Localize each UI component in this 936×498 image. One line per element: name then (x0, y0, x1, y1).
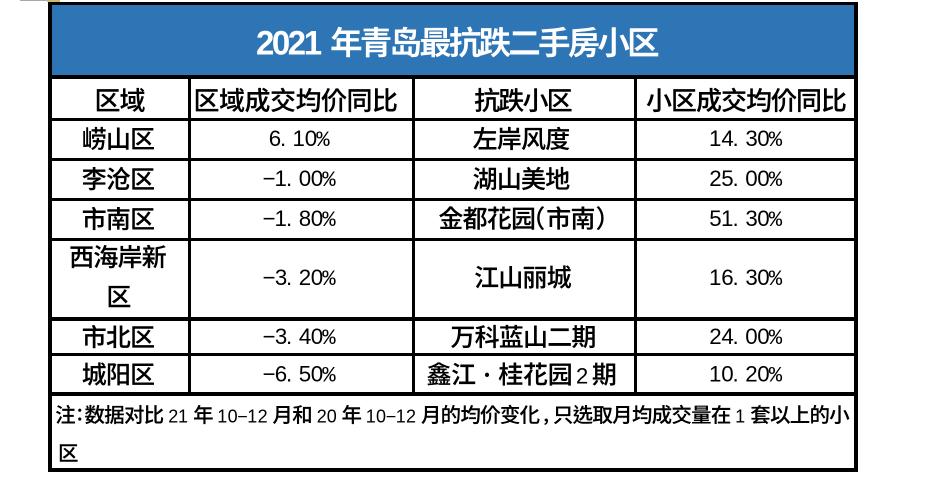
svg-text:25.00: 25.00 (709, 166, 769, 191)
svg-text:%: % (769, 207, 783, 233)
svg-text:10−12: 10−12 (217, 406, 267, 426)
svg-text:6.10: 6.10 (269, 126, 318, 151)
svg-text:%: % (769, 325, 783, 351)
svg-text:%: % (769, 167, 783, 193)
svg-text:−3.40: −3.40 (263, 324, 324, 349)
svg-text:24.00: 24.00 (709, 324, 769, 349)
svg-text:10−12: 10−12 (366, 406, 416, 426)
svg-text:20: 20 (317, 406, 337, 426)
svg-text:−1.80: −1.80 (263, 206, 324, 231)
svg-text:%: % (322, 207, 336, 233)
svg-text:51.30: 51.30 (709, 206, 769, 231)
svg-text:1: 1 (735, 406, 745, 426)
svg-text:%: % (322, 363, 336, 389)
svg-text:16.30: 16.30 (709, 265, 770, 290)
svg-text:10.20: 10.20 (709, 362, 770, 387)
svg-text:21: 21 (168, 406, 188, 426)
svg-text:2021: 2021 (256, 25, 322, 63)
svg-text:%: % (322, 167, 336, 193)
svg-text:%: % (316, 127, 330, 153)
svg-text:14.30: 14.30 (709, 126, 770, 151)
svg-text:%: % (322, 266, 336, 292)
svg-text:2: 2 (576, 364, 588, 389)
svg-text:%: % (769, 127, 783, 153)
svg-text:%: % (322, 325, 336, 351)
svg-text:−3.20: −3.20 (263, 265, 324, 290)
svg-text:−1.00: −1.00 (263, 166, 324, 191)
svg-text:−6.50: −6.50 (263, 362, 324, 387)
svg-text:%: % (769, 363, 783, 389)
svg-text:%: % (769, 266, 783, 292)
